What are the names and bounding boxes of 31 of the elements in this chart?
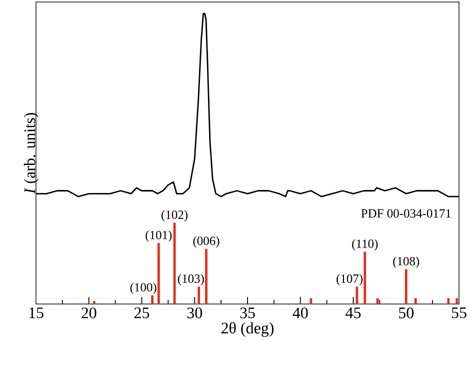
bar bbox=[151, 295, 154, 304]
annotation: (006) bbox=[193, 236, 220, 248]
x-tick-label: 40 bbox=[292, 308, 308, 318]
x-tick-label: 50 bbox=[399, 308, 414, 318]
annotation: (110) bbox=[352, 239, 378, 251]
bar bbox=[447, 298, 450, 304]
annotation: (101) bbox=[146, 230, 172, 242]
x-tick-label: 20 bbox=[82, 308, 96, 318]
x-tick-label: 35 bbox=[240, 308, 255, 318]
bar bbox=[364, 252, 366, 304]
annotation: (103) bbox=[178, 274, 204, 286]
x-tick-label: 30 bbox=[187, 308, 202, 318]
bar bbox=[376, 298, 379, 304]
annotation: (100) bbox=[130, 282, 156, 294]
bar bbox=[92, 301, 96, 304]
bar bbox=[456, 298, 458, 304]
x-tick-label: 45 bbox=[346, 308, 361, 318]
annotation: (102) bbox=[162, 210, 188, 222]
y-axis-title: I (arb. units) bbox=[24, 112, 38, 194]
x-tick-label: 15 bbox=[29, 308, 44, 318]
bar bbox=[414, 298, 417, 304]
x-tick-label: 25 bbox=[134, 308, 150, 318]
x-axis-title: 2θ (deg) bbox=[221, 322, 274, 337]
bar bbox=[404, 269, 408, 304]
annotation: PDF 00-034-0171 bbox=[361, 209, 451, 218]
bar bbox=[205, 248, 208, 304]
bar bbox=[157, 243, 160, 304]
annotation: (107) bbox=[336, 274, 363, 286]
bar bbox=[198, 286, 200, 304]
x-tick-label: 55 bbox=[452, 308, 466, 318]
annotation: (108) bbox=[393, 256, 420, 268]
